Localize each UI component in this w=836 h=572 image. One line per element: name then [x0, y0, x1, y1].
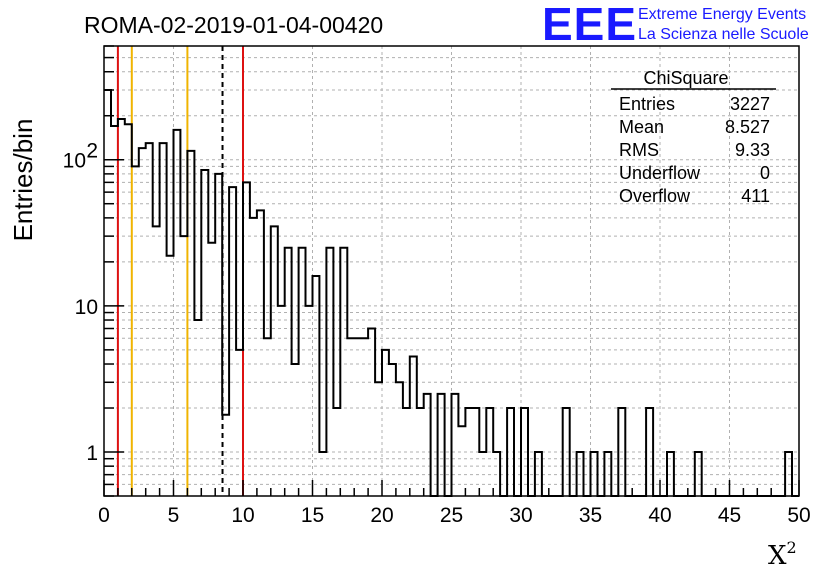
x-tick-label: 20 [370, 504, 393, 527]
x-tick-label: 10 [231, 504, 254, 527]
histogram-series [104, 89, 799, 497]
x-tick-label: 40 [648, 504, 671, 527]
stats-value: 3227 [730, 94, 770, 114]
x-tick-label: 25 [440, 504, 463, 527]
stats-label: Underflow [619, 163, 701, 183]
stats-label: RMS [619, 140, 659, 160]
x-axis-label: X2 [768, 538, 797, 571]
stats-rows: Entries 3227 Mean 8.527 RMS 9.33 Underflow 0 Ove… [619, 94, 770, 206]
y-tick-label: 10 [75, 296, 98, 319]
y-axis-label: Entries/bin [8, 119, 38, 242]
x-tick-label: 35 [579, 504, 602, 527]
cut-lines [116, 46, 244, 496]
stats-value: 8.527 [725, 117, 770, 137]
y-tick-label-exponent: 2 [86, 140, 98, 163]
grid [104, 46, 799, 496]
x-tick-label: 50 [787, 504, 810, 527]
logo-line-1: Extreme Energy Events [638, 6, 806, 23]
logo-mark: EEE [542, 0, 637, 50]
stats-label: Entries [619, 94, 675, 114]
stats-value: 411 [741, 186, 770, 206]
x-tick-labels: 0 5 10 15 20 25 30 35 40 45 50 [98, 504, 811, 527]
stats-box: ChiSquare Entries 3227 Mean 8.527 RMS 9.33 Und… [611, 68, 776, 206]
x-tick-label: 15 [301, 504, 324, 527]
x-axis-label-base: X [768, 541, 787, 571]
stats-title: ChiSquare [643, 68, 728, 88]
stats-label: Mean [619, 117, 664, 137]
stats-label: Overflow [619, 186, 691, 206]
x-tick-label: 45 [718, 504, 741, 527]
stats-value: 9.33 [735, 140, 770, 160]
x-tick-label: 5 [168, 504, 180, 527]
axis-ticks [103, 45, 800, 497]
chart-title: ROMA-02-2019-01-04-00420 [84, 12, 383, 38]
logo-line-2: La Scienza nelle Scuole [638, 26, 809, 43]
x-tick-label: 30 [509, 504, 532, 527]
stats-value: 0 [760, 163, 770, 183]
x-tick-label: 0 [98, 504, 110, 527]
x-axis-label-sup: 2 [787, 538, 797, 557]
y-tick-label: 1 [86, 442, 98, 465]
eee-logo: EEE Extreme Energy Events La Scienza nel… [542, 0, 809, 50]
y-tick-label: 10 [63, 150, 86, 173]
